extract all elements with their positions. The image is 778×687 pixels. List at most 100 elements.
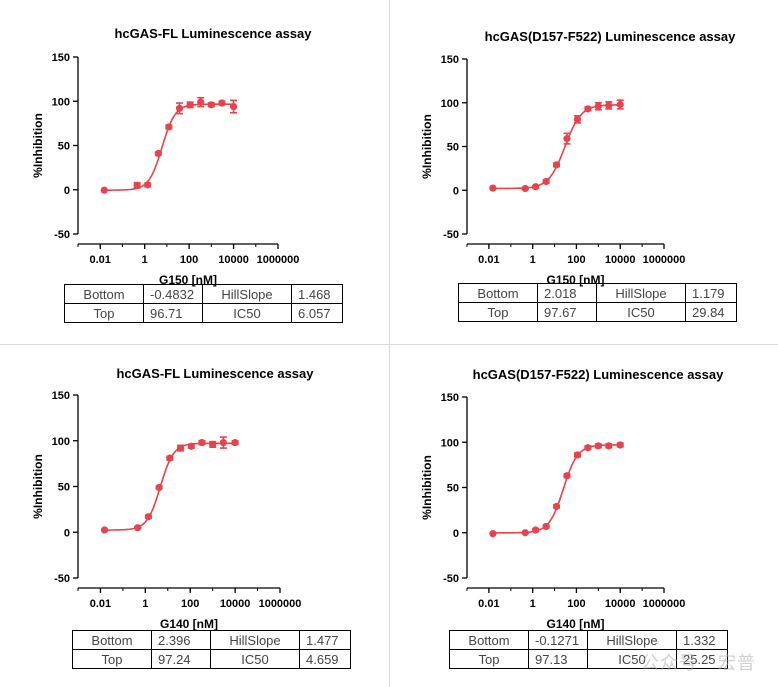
y-tick-label: 50 — [447, 142, 459, 154]
hillslope-value: 1.468 — [291, 284, 343, 304]
data-point — [552, 502, 561, 511]
data-point — [532, 526, 540, 534]
x-tick-label: 100 — [567, 598, 585, 610]
params-table: Bottom -0.4832 HillSlope 1.468 Top 96.71… — [64, 284, 343, 323]
data-point — [616, 441, 624, 449]
y-tick-label: -50 — [54, 573, 70, 585]
y-tick-label: 0 — [64, 527, 70, 539]
data-point — [218, 99, 226, 107]
top-label: Top — [458, 302, 538, 322]
x-axis-label: G150 [nM] — [159, 273, 217, 287]
top-value: 97.24 — [151, 649, 211, 669]
x-tick-label: 100 — [181, 598, 199, 610]
y-tick-label: 100 — [52, 96, 70, 108]
data-point — [155, 483, 163, 492]
chart-svg: hcGAS(D157-F522) Luminescence assay -50 0 5… — [420, 29, 736, 287]
y-tick-label: 100 — [441, 98, 459, 110]
x-tick-label: 1000000 — [643, 254, 686, 266]
data-point — [219, 438, 227, 447]
x-tick-label: 100 — [180, 254, 198, 266]
chart-title: hcGAS(D157-F522) Luminescence assay — [485, 29, 736, 44]
top-label: Top — [449, 649, 529, 669]
ic50-value: 6.057 — [291, 303, 343, 323]
bottom-value: 2.018 — [537, 283, 597, 303]
y-tick-label: 100 — [52, 436, 70, 448]
x-tick-label: 10000 — [605, 598, 636, 610]
x-tick-label: 1000000 — [257, 254, 300, 266]
y-tick-label: 0 — [64, 185, 70, 197]
data-point — [532, 183, 540, 191]
ic50-label: IC50 — [202, 303, 292, 323]
x-tick-label: 1 — [530, 254, 536, 266]
x-tick-label: 1000000 — [259, 598, 302, 610]
y-tick-label: -50 — [54, 229, 70, 241]
top-value: 96.71 — [143, 303, 203, 323]
y-axis-label: %Inhibition — [420, 455, 434, 520]
data-point — [100, 186, 108, 194]
bottom-label: Bottom — [64, 284, 144, 304]
top-value: 97.67 — [537, 302, 597, 322]
y-axis-label: %Inhibition — [420, 114, 434, 179]
data-point — [154, 149, 162, 158]
hillslope-value: 1.179 — [685, 283, 737, 303]
chart-panel-top-left: hcGAS-FL Luminescence assay -50 0 50 100 150 0… — [0, 0, 389, 343]
y-tick-label: 150 — [441, 392, 459, 404]
data-point — [144, 181, 152, 189]
bottom-label: Bottom — [449, 630, 529, 650]
ic50-value: 29.84 — [685, 302, 737, 322]
x-tick-label: 0.01 — [478, 254, 499, 266]
data-point — [489, 184, 497, 192]
data-point — [133, 181, 141, 189]
data-point — [584, 444, 592, 452]
horizontal-divider — [0, 344, 778, 345]
chart-svg: hcGAS-FL Luminescence assay -50 0 50 100 150 0… — [31, 26, 312, 287]
chart-svg: hcGAS(D157-F522) Luminescence assay -50 0 5… — [420, 367, 724, 631]
data-point — [175, 104, 184, 112]
y-axis-label: %Inhibition — [31, 454, 45, 519]
data-point — [100, 526, 109, 534]
bottom-label: Bottom — [72, 630, 152, 650]
y-tick-label: 50 — [58, 141, 70, 153]
x-tick-label: 0.01 — [478, 598, 499, 610]
ic50-value: 25.25 — [676, 649, 728, 669]
ic50-label: IC50 — [587, 649, 677, 669]
data-point — [573, 451, 582, 459]
x-tick-label: 1000000 — [643, 598, 686, 610]
data-point — [521, 529, 529, 537]
y-tick-label: 50 — [58, 482, 70, 494]
data-point — [198, 438, 206, 447]
bottom-value: -0.4832 — [143, 284, 203, 304]
data-point — [187, 442, 195, 450]
x-tick-label: 10000 — [220, 598, 251, 610]
hillslope-label: HillSlope — [587, 630, 677, 650]
y-tick-label: 0 — [453, 528, 459, 540]
y-tick-label: -50 — [443, 573, 459, 585]
data-point — [594, 102, 602, 110]
fit-curve — [104, 103, 234, 191]
ic50-value: 4.659 — [299, 649, 351, 669]
vertical-divider — [389, 0, 390, 687]
y-tick-label: 150 — [52, 52, 70, 64]
data-point — [616, 100, 624, 109]
chart-panel-bottom-left: hcGAS-FL Luminescence assay -50 0 50 100 150 0… — [0, 344, 389, 687]
y-tick-label: 50 — [447, 483, 459, 495]
hillslope-label: HillSlope — [202, 284, 292, 304]
data-point — [176, 444, 185, 452]
ic50-label: IC50 — [596, 302, 686, 322]
x-axis-label: G140 [nM] — [160, 617, 218, 631]
chart-title: hcGAS-FL Luminescence assay — [116, 366, 314, 381]
top-label: Top — [72, 649, 152, 669]
x-tick-label: 1 — [142, 254, 148, 266]
data-point — [605, 442, 613, 450]
x-tick-label: 1 — [142, 598, 148, 610]
hillslope-label: HillSlope — [210, 630, 300, 650]
data-point — [584, 105, 592, 113]
y-tick-label: 150 — [441, 54, 459, 66]
data-point — [186, 101, 194, 109]
bottom-label: Bottom — [458, 283, 538, 303]
x-tick-label: 10000 — [605, 254, 636, 266]
hillslope-label: HillSlope — [596, 283, 686, 303]
hillslope-value: 1.477 — [299, 630, 351, 650]
x-tick-label: 10000 — [218, 254, 249, 266]
